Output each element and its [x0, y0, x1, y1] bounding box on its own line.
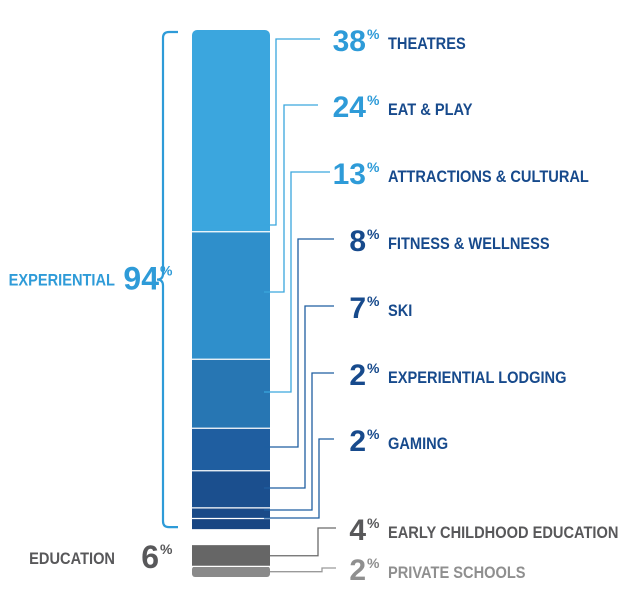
leader-line — [270, 527, 336, 557]
segment-value: 4 — [349, 514, 366, 547]
segment-value: 38 — [333, 25, 366, 58]
segment-value-unit: % — [367, 26, 380, 42]
segment-value: 7 — [349, 292, 366, 325]
leader-line — [264, 372, 334, 511]
segment-value: 24 — [333, 91, 367, 124]
leader-line — [264, 104, 318, 293]
group-value: 94 — [123, 261, 159, 297]
group-value: 6 — [141, 539, 159, 575]
segment-value-unit: % — [367, 515, 380, 531]
segment-label: ATTRACTIONS & CULTURAL — [388, 167, 589, 186]
segment-value: 2 — [349, 554, 366, 587]
bar-segments — [192, 30, 270, 577]
bar-segment-attractions-cultural — [192, 359, 270, 429]
segment-label: EAT & PLAY — [388, 100, 473, 119]
leader-lines — [264, 38, 336, 573]
group-brackets — [156, 30, 178, 529]
bar-segment-theatres — [192, 30, 270, 232]
leader-line — [264, 38, 320, 226]
bar-segment-ski — [192, 470, 270, 508]
group-bracket-experiential — [156, 30, 178, 529]
segment-value-unit: % — [367, 426, 380, 442]
segment-value: 8 — [349, 225, 366, 258]
segment-value: 13 — [333, 158, 366, 191]
segment-label: THEATRES — [388, 34, 466, 53]
segment-label: SKI — [388, 301, 412, 320]
segment-value: 2 — [349, 359, 366, 392]
segment-value-unit: % — [367, 293, 380, 309]
segment-label: EARLY CHILDHOOD EDUCATION — [388, 523, 618, 542]
leader-line — [264, 238, 334, 448]
segment-value-unit: % — [367, 226, 380, 242]
bar-segment-fill — [192, 225, 270, 232]
segment-value-unit: % — [367, 159, 380, 175]
leader-line — [264, 305, 334, 489]
group-value-unit: % — [160, 541, 173, 557]
bar-segment-gaming — [192, 518, 270, 530]
segment-value-unit: % — [367, 92, 380, 108]
bar-segment-early-childhood-education — [192, 545, 270, 567]
segment-separators — [192, 231, 270, 567]
bar-segment-fitness-wellness — [192, 428, 270, 471]
segment-label: GAMING — [388, 434, 448, 453]
bar-segment-eat-play — [192, 231, 270, 360]
group-label-experiential: EXPERIENTIAL — [9, 271, 115, 290]
group-value-unit: % — [160, 263, 173, 279]
leader-line — [270, 567, 336, 573]
leader-line — [264, 438, 334, 519]
segment-value-unit: % — [367, 360, 380, 376]
bar-segment-experiential-lodging — [192, 507, 270, 519]
group-label-education: EDUCATION — [29, 549, 115, 568]
segment-value: 2 — [349, 425, 366, 458]
segment-label: PRIVATE SCHOOLS — [388, 563, 526, 582]
leader-line — [264, 171, 330, 393]
segment-label: EXPERIENTIAL LODGING — [388, 368, 566, 387]
bar-segment-private-schools — [192, 566, 270, 577]
segment-value-unit: % — [367, 555, 380, 571]
group-labels: EXPERIENTIAL 94 % EDUCATION 6% — [9, 261, 173, 575]
segment-label: FITNESS & WELLNESS — [388, 234, 550, 253]
